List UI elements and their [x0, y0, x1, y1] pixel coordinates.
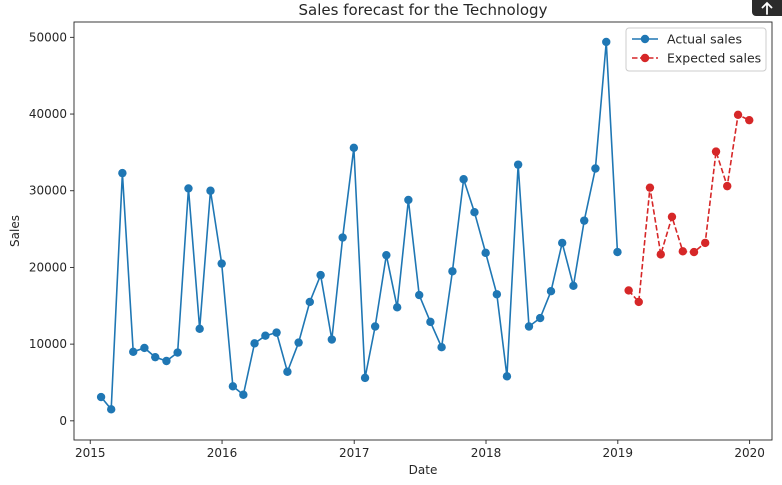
actual-sales-point	[492, 290, 502, 299]
actual-sales-point	[228, 382, 238, 391]
actual-sales-point	[106, 405, 116, 414]
expected-sales-point	[700, 238, 710, 248]
actual-sales-point	[349, 143, 359, 152]
legend-expected-sales-marker	[640, 53, 650, 63]
actual-sales-point	[239, 390, 248, 399]
legend-actual-sales-marker	[640, 34, 650, 44]
actual-sales-point	[426, 317, 435, 327]
x-axis-label: Date	[409, 463, 438, 477]
actual-sales-point	[338, 233, 347, 242]
actual-sales-point	[546, 287, 556, 296]
actual-sales-point	[535, 313, 545, 323]
actual-sales-point	[217, 259, 226, 268]
expected-sales-point	[689, 247, 699, 257]
actual-sales-point	[437, 342, 446, 352]
actual-sales-point	[558, 238, 567, 248]
expected-sales-point	[711, 147, 721, 156]
actual-sales-point	[382, 250, 391, 260]
actual-sales-point	[591, 164, 600, 173]
actual-sales-point	[370, 322, 380, 331]
expected-sales-point	[667, 212, 677, 222]
series-layer	[96, 37, 754, 414]
y-tick-label: 10000	[29, 337, 67, 351]
x-tick-label: 2020	[734, 446, 765, 460]
legend-frame	[625, 27, 767, 72]
actual-sales-point	[602, 37, 611, 47]
actual-sales-point	[206, 186, 215, 195]
expected-sales-point	[723, 181, 732, 191]
y-tick-label: 0	[59, 414, 67, 428]
y-tick-label: 50000	[29, 30, 67, 44]
actual-sales-point	[129, 347, 138, 356]
x-tick-label: 2017	[339, 446, 370, 460]
actual-sales-point	[184, 184, 193, 193]
actual-sales-point	[118, 168, 127, 178]
actual-sales-point	[151, 352, 160, 362]
x-tick-label: 2015	[75, 446, 106, 460]
actual-sales-point	[448, 267, 457, 276]
legend: Actual sales Expected sales	[625, 27, 767, 72]
actual-sales-point	[195, 324, 204, 333]
actual-sales-point	[162, 356, 171, 366]
y-tick-label: 40000	[29, 107, 67, 121]
expand-button[interactable]	[752, 0, 782, 16]
legend-expected-sales-label: Expected sales	[667, 51, 761, 66]
x-tick-label: 2018	[471, 446, 502, 460]
actual-sales-point	[96, 392, 106, 402]
y-axis-label: Sales	[8, 215, 22, 247]
actual-sales-point	[140, 343, 149, 353]
x-axis: 2015 2016 2017 2018 2019 2020	[75, 440, 765, 460]
expected-sales-point	[733, 110, 743, 120]
y-tick-label: 20000	[29, 260, 67, 274]
actual-sales-point	[305, 297, 314, 307]
actual-sales-point	[470, 208, 479, 217]
actual-sales-point	[173, 348, 182, 357]
actual-sales-point	[360, 373, 370, 383]
actual-sales-point	[283, 367, 292, 376]
actual-sales-point	[481, 248, 490, 258]
actual-sales-point	[327, 335, 337, 344]
actual-sales-point	[613, 247, 622, 257]
expected-sales-point	[745, 115, 754, 125]
actual-sales-point	[250, 339, 259, 348]
actual-sales-point	[272, 328, 281, 337]
plot-area	[73, 21, 773, 441]
actual-sales-point	[392, 303, 402, 312]
chart-title: Sales forecast for the Technology	[299, 1, 548, 19]
expected-sales-point	[624, 286, 633, 295]
expected-sales-point	[645, 183, 655, 192]
y-axis: 0 10000 20000 30000 40000 50000	[29, 30, 74, 428]
expected-sales-point	[656, 250, 665, 259]
actual-sales-point	[294, 338, 303, 347]
expected-sales-point	[678, 247, 688, 256]
actual-sales-point	[569, 281, 578, 291]
actual-sales-point	[404, 195, 413, 205]
actual-sales-point	[261, 331, 270, 340]
actual-sales-point	[316, 270, 325, 280]
x-tick-label: 2016	[207, 446, 238, 460]
expected-sales-point	[634, 297, 643, 307]
x-tick-label: 2019	[603, 446, 634, 460]
arrow-up-icon	[761, 1, 773, 15]
actual-sales-point	[502, 372, 512, 381]
actual-sales-point	[513, 160, 523, 169]
actual-sales-point	[524, 322, 534, 331]
actual-sales-point	[580, 216, 589, 225]
actual-sales-point	[415, 290, 424, 300]
legend-actual-sales-label: Actual sales	[667, 32, 742, 47]
actual-sales-point	[459, 175, 468, 184]
y-tick-label: 30000	[29, 184, 67, 198]
